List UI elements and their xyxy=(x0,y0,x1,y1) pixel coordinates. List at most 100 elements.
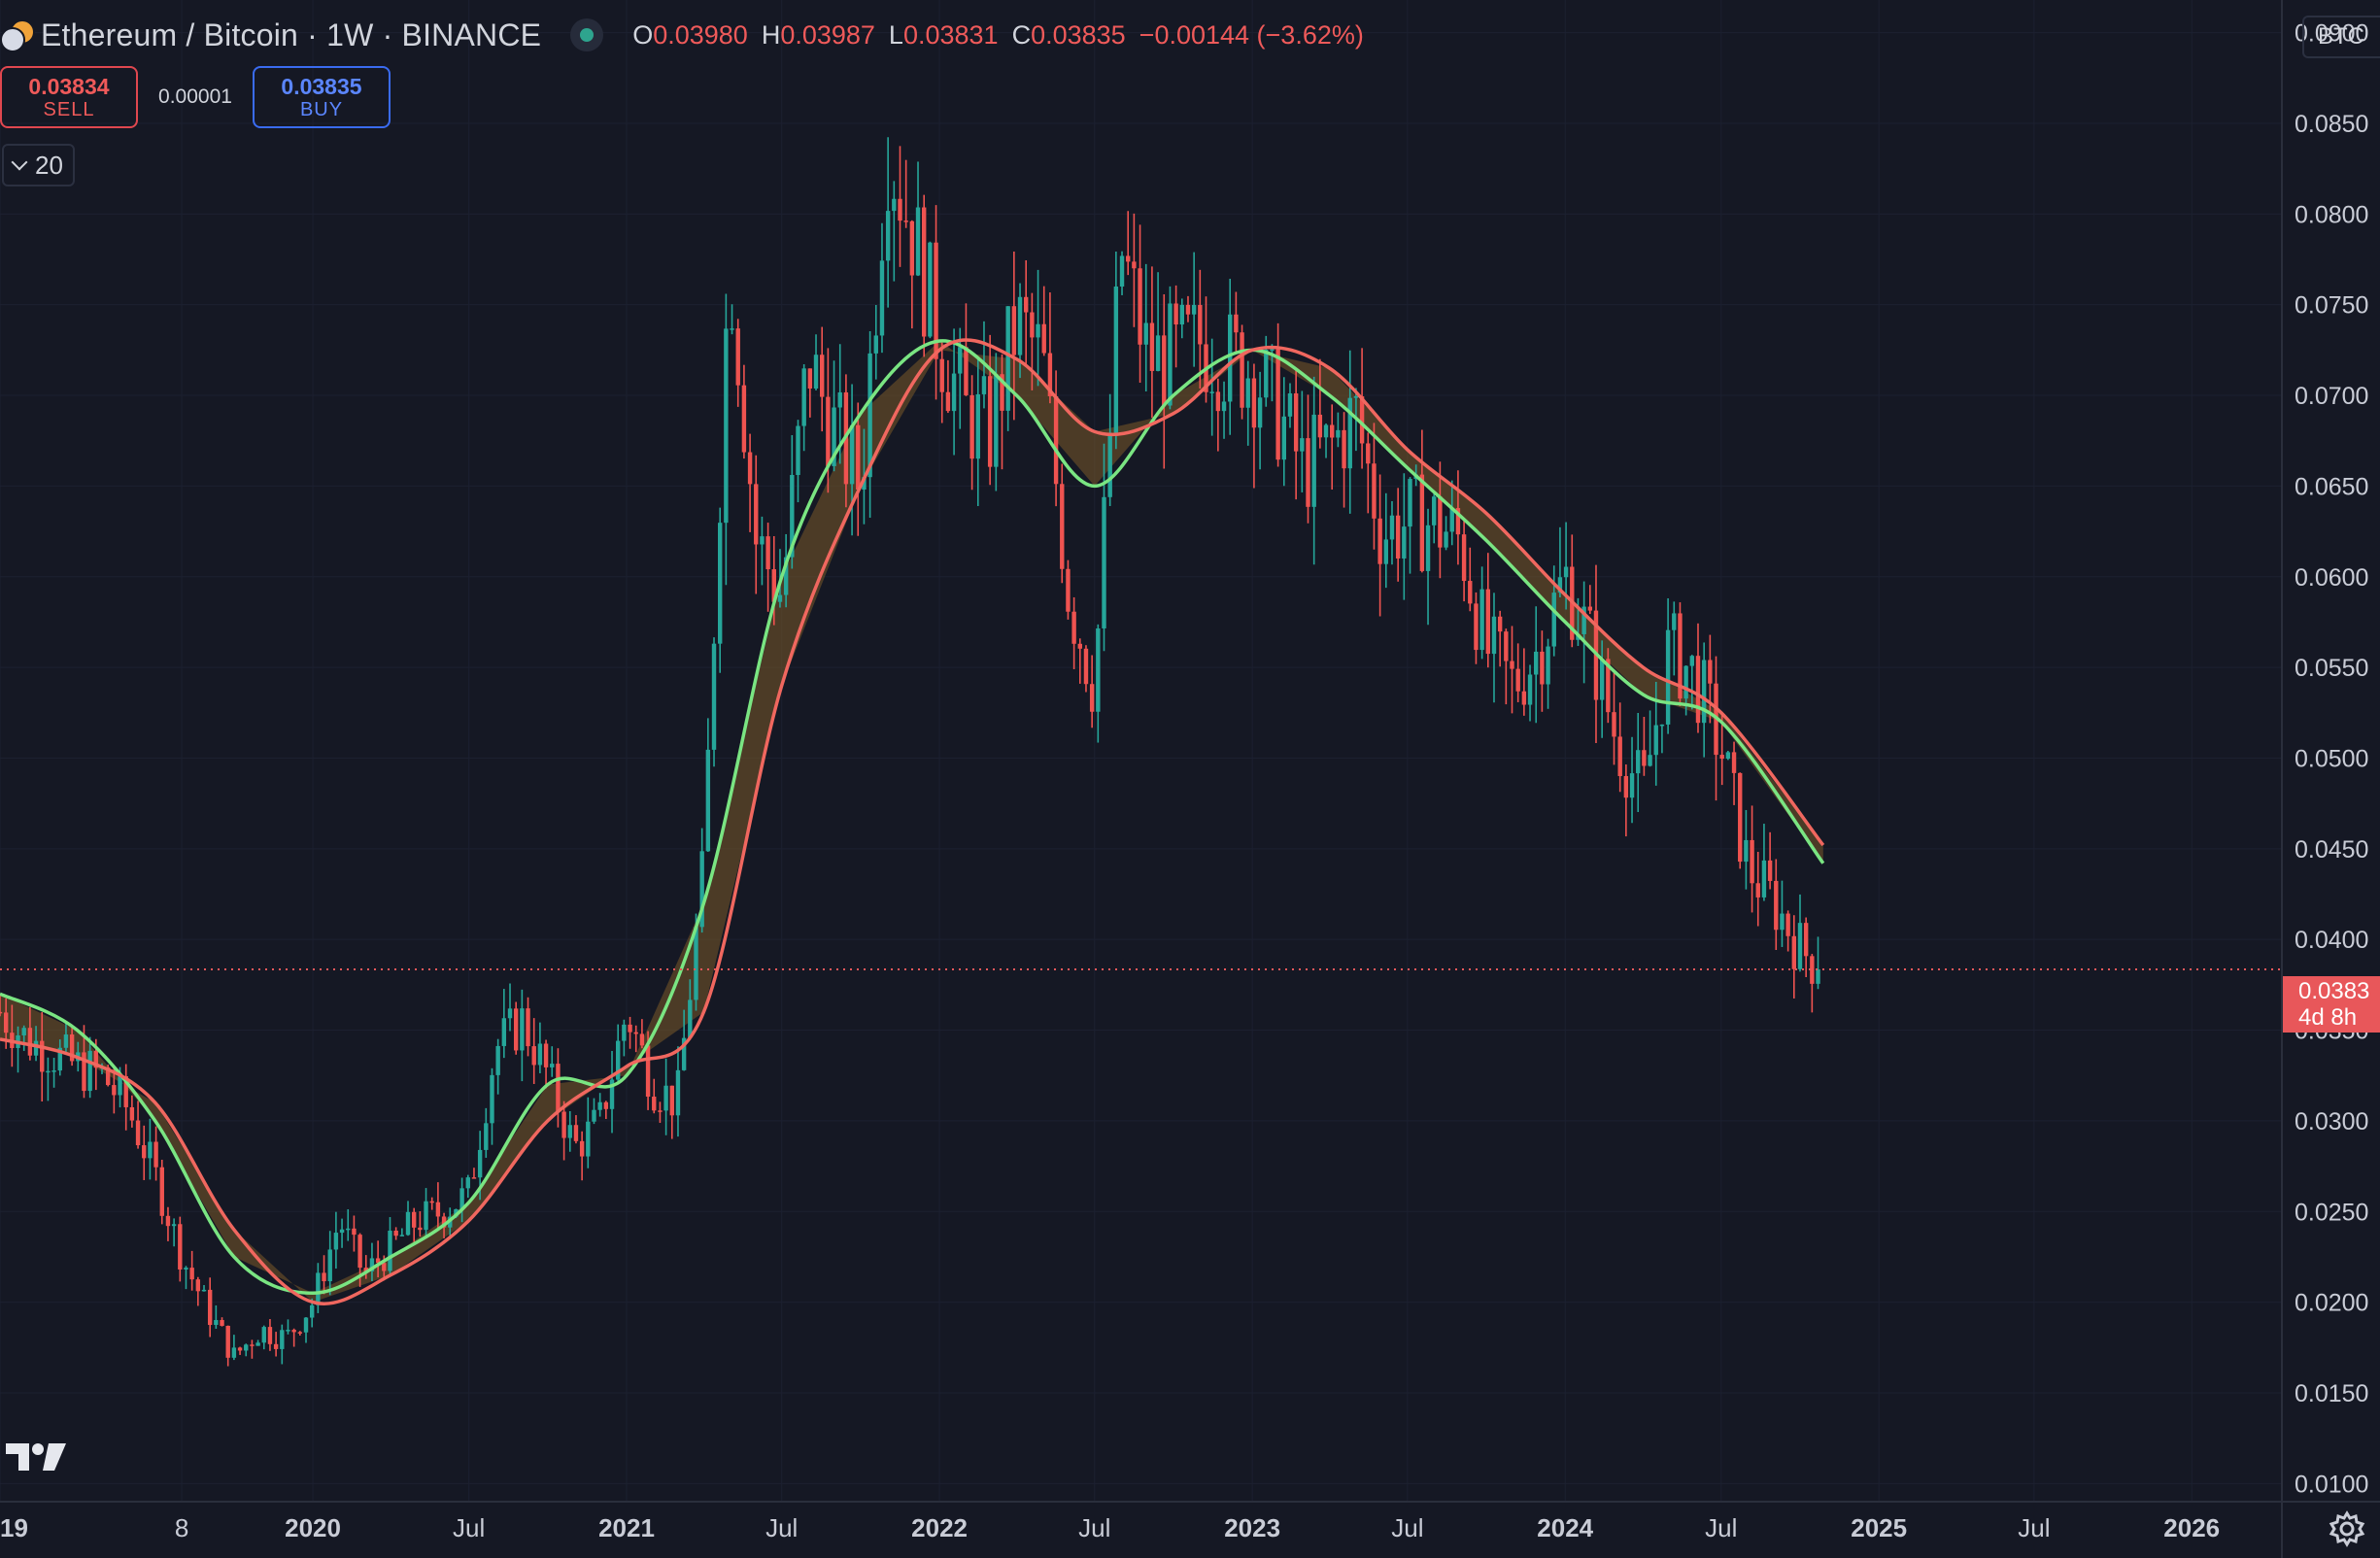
candle-body xyxy=(465,1177,470,1189)
candle-body xyxy=(969,394,974,459)
x-tick-label: Jul xyxy=(1078,1513,1110,1542)
candle-body xyxy=(1209,391,1214,393)
candle-body xyxy=(1725,752,1731,760)
candle-body xyxy=(1264,349,1269,398)
candle-body xyxy=(1780,913,1785,931)
candle-body xyxy=(1665,629,1671,725)
candle-body xyxy=(1113,286,1119,433)
candle-body xyxy=(225,1325,230,1358)
candle-body xyxy=(1587,606,1593,611)
candle-body xyxy=(153,1141,158,1168)
candle-body xyxy=(1083,648,1089,685)
candle-body xyxy=(33,1040,39,1056)
buy-price: 0.03835 xyxy=(281,74,362,99)
candle-body xyxy=(735,328,740,386)
candle-body xyxy=(1504,631,1509,661)
candle-body xyxy=(741,385,747,453)
candle-body xyxy=(1102,496,1106,628)
close-value: 0.03835 xyxy=(1031,19,1126,50)
candle-body xyxy=(93,1050,99,1068)
x-tick-label: 2023 xyxy=(1224,1513,1280,1542)
candle-body xyxy=(1678,613,1683,699)
candle-body xyxy=(333,1233,339,1250)
candle-body xyxy=(922,207,927,337)
candle-body xyxy=(813,355,819,389)
candle-body xyxy=(1173,303,1178,325)
candle-body xyxy=(1330,424,1335,438)
candle-body xyxy=(717,523,723,644)
candle-body xyxy=(490,1074,494,1124)
candle-body xyxy=(159,1167,164,1216)
candle-body xyxy=(1311,414,1316,507)
candle-body xyxy=(1767,860,1773,881)
candle-body xyxy=(201,1289,207,1292)
candle-body xyxy=(1306,438,1310,507)
currency-badge[interactable]: BTC xyxy=(2302,16,2380,58)
candle-body xyxy=(898,198,902,221)
candle-body xyxy=(375,1258,381,1264)
current-price-label: 0.0383 xyxy=(2298,978,2370,1004)
candle-body xyxy=(550,1064,555,1067)
candle-body xyxy=(1221,401,1227,412)
candle-body xyxy=(1791,935,1797,969)
candle-body xyxy=(645,1045,651,1098)
countdown-label: 4d 8h xyxy=(2298,1004,2358,1031)
candle-body xyxy=(280,1330,285,1349)
candle-body xyxy=(1701,660,1707,724)
symbol-title[interactable]: Ethereum / Bitcoin · 1W · BINANCE xyxy=(41,17,542,52)
candle-body xyxy=(1521,691,1527,705)
candle-body xyxy=(352,1228,357,1236)
y-tick-label: 0.0250 xyxy=(2295,1199,2368,1226)
candle-body xyxy=(207,1289,213,1326)
candle-body xyxy=(699,851,704,928)
candle-body xyxy=(1275,349,1280,460)
x-tick-label: 2021 xyxy=(598,1513,655,1542)
candle-body xyxy=(171,1224,177,1227)
candle-body xyxy=(1096,627,1101,712)
candle-body xyxy=(123,1075,128,1107)
candle-body xyxy=(1461,534,1467,582)
candle-body xyxy=(832,407,836,466)
candle-body xyxy=(1485,589,1491,655)
candle-body xyxy=(327,1249,332,1282)
y-tick-label: 0.0400 xyxy=(2295,927,2368,954)
candle-body xyxy=(513,1008,519,1051)
candle-body xyxy=(909,220,915,276)
live-status-icon[interactable] xyxy=(570,18,604,51)
candle-body xyxy=(675,1069,681,1116)
candle-body xyxy=(3,1012,9,1033)
candle-body xyxy=(195,1279,201,1292)
candle-body xyxy=(981,376,987,394)
settings-gear-icon[interactable] xyxy=(2328,1509,2366,1548)
ma-slow-line xyxy=(0,338,1825,1305)
candle-body xyxy=(316,1272,321,1305)
candle-body xyxy=(934,242,938,359)
candle-body xyxy=(1599,659,1605,700)
candle-body xyxy=(1005,306,1010,411)
buy-button[interactable]: 0.03835 BUY xyxy=(253,66,391,128)
candle-body xyxy=(1119,255,1125,287)
candle-body xyxy=(873,335,878,354)
candle-body xyxy=(429,1201,434,1203)
high-value: 0.03987 xyxy=(780,19,875,50)
candle-body xyxy=(1191,304,1197,315)
y-tick-label: 0.0650 xyxy=(2295,473,2368,500)
sell-button[interactable]: 0.03834 SELL xyxy=(0,66,138,128)
candle-body xyxy=(615,1040,621,1080)
candle-body xyxy=(393,1231,398,1236)
open-label: O xyxy=(632,19,654,50)
candle-body xyxy=(1719,755,1724,760)
tradingview-logo[interactable] xyxy=(6,1441,66,1473)
candle-body xyxy=(1402,526,1407,559)
candle-body xyxy=(1731,752,1737,773)
candle-body xyxy=(867,353,872,478)
candle-body xyxy=(777,594,783,602)
candle-body xyxy=(694,927,698,1000)
candle-body xyxy=(586,1121,591,1157)
indicator-toggle[interactable]: 20 xyxy=(2,144,75,186)
candle-body xyxy=(1612,712,1616,737)
candle-body xyxy=(1071,611,1076,644)
y-tick-label: 0.0750 xyxy=(2295,292,2368,320)
